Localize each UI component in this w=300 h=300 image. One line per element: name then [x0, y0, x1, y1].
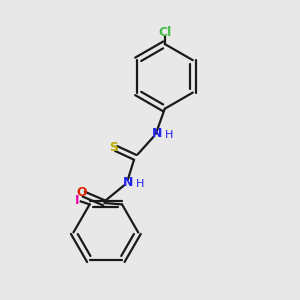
Text: N: N [123, 176, 133, 189]
Text: H: H [165, 130, 173, 140]
Text: S: S [109, 141, 118, 154]
Text: I: I [75, 194, 80, 207]
Text: Cl: Cl [158, 26, 171, 39]
Text: O: O [76, 186, 87, 199]
Text: H: H [136, 179, 144, 189]
Text: N: N [152, 127, 163, 140]
